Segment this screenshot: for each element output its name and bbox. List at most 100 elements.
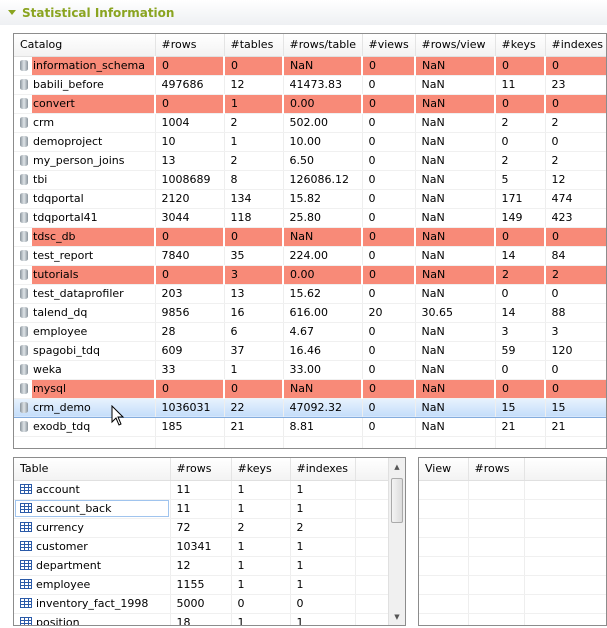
cell: NaN [415, 56, 496, 76]
column-header[interactable]: #rows [468, 458, 525, 481]
cell-text: 0 [368, 78, 376, 91]
cell-text: babili_before [33, 78, 104, 91]
cell-text: 0 [501, 363, 509, 376]
cell-text: 22 [230, 401, 245, 414]
scrollbar-thumb[interactable] [391, 478, 403, 523]
cell: 33.00 [283, 360, 363, 380]
cell: 21 [545, 417, 606, 437]
column-header[interactable]: #views [362, 34, 416, 57]
table-row[interactable]: customer 10341 1 1 [14, 537, 389, 557]
cell: 20 [362, 303, 416, 323]
column-header[interactable]: #indexes [290, 458, 356, 481]
cell: 0 [362, 94, 416, 114]
table-row[interactable]: tutorials 0 3 0.00 0 NaN 2 2 [14, 265, 606, 285]
column-header[interactable]: Table [14, 458, 171, 481]
cell: 2120 [155, 189, 225, 209]
table-row[interactable]: employee 28 6 4.67 0 NaN 3 3 [14, 322, 606, 342]
database-icon [20, 250, 28, 261]
cell-text: 0 [368, 154, 376, 167]
tables-table[interactable]: Table #rows #keys #indexes account 11 1 1 accou… [13, 457, 406, 626]
table-row[interactable]: account 11 1 1 [14, 480, 389, 500]
collapse-triangle-icon[interactable] [8, 10, 16, 15]
column-header[interactable]: #rows/table [283, 34, 363, 57]
table-row[interactable]: tdqportal 2120 134 15.82 0 NaN 171 474 [14, 189, 606, 209]
column-header[interactable]: #keys [495, 34, 546, 57]
cell: 3044 [155, 208, 225, 228]
table-row[interactable]: tbi 1008689 8 126086.12 0 NaN 5 12 [14, 170, 606, 190]
column-header[interactable]: View [419, 458, 469, 481]
column-header[interactable]: #tables [224, 34, 284, 57]
cell: 0 [362, 417, 416, 437]
column-header[interactable]: #indexes [545, 34, 606, 57]
cell: 4.67 [283, 322, 363, 342]
table-row[interactable]: mysql 0 0 NaN 0 NaN 0 0 [14, 379, 606, 399]
table-row[interactable]: talend_dq 9856 16 616.00 20 30.65 14 88 [14, 303, 606, 323]
catalog-name: tdqportal41 [14, 208, 156, 228]
cell-text: 0 [368, 211, 376, 224]
catalog-name: mysql [14, 379, 156, 399]
views-table[interactable]: View #rows [418, 457, 607, 626]
cell: 1008689 [155, 170, 225, 190]
table-row[interactable]: babili_before 497686 12 41473.83 0 NaN 11 23 [14, 75, 606, 95]
table-row[interactable]: account_back 11 1 1 [14, 499, 389, 519]
column-header[interactable]: #rows [170, 458, 232, 481]
cell: 41473.83 [283, 75, 363, 95]
table-row[interactable]: crm 1004 2 502.00 0 NaN 2 2 [14, 113, 606, 133]
catalog-name: exodb_tdq [14, 417, 156, 437]
cell-text: tdqportal [33, 192, 84, 205]
table-row[interactable]: convert 0 1 0.00 0 NaN 0 0 [14, 94, 606, 114]
cell-text: 126086.12 [289, 173, 350, 186]
catalog-table[interactable]: Catalog #rows #tables #rows/table #views #row… [13, 33, 607, 449]
scroll-up-icon[interactable]: ▲ [394, 463, 400, 471]
table-row[interactable]: demoproject 10 1 10.00 0 NaN 0 0 [14, 132, 606, 152]
table-row[interactable]: currency 72 2 2 [14, 518, 389, 538]
column-header[interactable]: #rows/view [415, 34, 496, 57]
table-row[interactable]: weka 33 1 33.00 0 NaN 0 0 [14, 360, 606, 380]
empty-row [419, 518, 606, 538]
cell-text: 11 [176, 483, 191, 496]
table-row[interactable]: position 18 1 1 [14, 613, 389, 625]
cell: NaN [415, 265, 496, 285]
cell: 120 [545, 341, 606, 361]
cell-text: 21 [551, 420, 566, 433]
catalog-name: information_schema [14, 56, 156, 76]
cell: 118 [224, 208, 284, 228]
catalog-name: convert [14, 94, 156, 114]
cell-text: 0.00 [290, 268, 315, 281]
cell-text: NaN [422, 268, 446, 281]
table-row[interactable]: test_report 7840 35 224.00 0 NaN 14 84 [14, 246, 606, 266]
cell-text: 0 [368, 116, 376, 129]
cell: 0 [362, 113, 416, 133]
vertical-scrollbar[interactable]: ▲ ▼ [388, 458, 405, 625]
column-header[interactable]: #rows [155, 34, 225, 57]
table-row[interactable]: my_person_joins 13 2 6.50 0 NaN 2 2 [14, 151, 606, 171]
column-header[interactable]: #keys [231, 458, 291, 481]
table-row[interactable]: inventory_fact_1998 5000 0 0 [14, 594, 389, 614]
table-row[interactable]: information_schema 0 0 NaN 0 NaN 0 0 [14, 56, 606, 76]
table-row[interactable]: department 12 1 1 [14, 556, 389, 576]
column-header[interactable]: Catalog [14, 34, 156, 57]
cell-text: 4.67 [289, 325, 315, 338]
cell-text: spagobi_tdq [33, 344, 100, 357]
cell-text: NaN [421, 287, 445, 300]
cell: 423 [545, 208, 606, 228]
scroll-down-icon[interactable]: ▼ [394, 613, 400, 621]
cell: NaN [415, 132, 496, 152]
empty-row [419, 537, 606, 557]
cell-text: 5000 [176, 597, 205, 610]
cell-text: 30.65 [421, 306, 454, 319]
table-row[interactable]: exodb_tdq 185 21 8.81 0 NaN 21 21 [14, 417, 606, 437]
table-row[interactable]: spagobi_tdq 609 37 16.46 0 NaN 59 120 [14, 341, 606, 361]
table-row[interactable]: crm_demo 1036031 22 47092.32 0 NaN 15 15 [14, 397, 606, 418]
table-row[interactable]: tdqportal41 3044 118 25.80 0 NaN 149 423 [14, 208, 606, 228]
cell: 1 [231, 613, 291, 625]
cell-text: 616.00 [289, 306, 329, 319]
table-row[interactable]: employee 1155 1 1 [14, 575, 389, 595]
section-header[interactable]: Statistical Information [0, 0, 607, 25]
cell-text: 10341 [176, 540, 212, 553]
table-row[interactable]: test_dataprofiler 203 13 15.62 0 NaN 0 0 [14, 284, 606, 304]
catalog-name: babili_before [14, 75, 156, 95]
cell-text: 0 [231, 382, 238, 395]
cell: 0 [495, 227, 546, 247]
table-row[interactable]: tdsc_db 0 0 NaN 0 NaN 0 0 [14, 227, 606, 247]
